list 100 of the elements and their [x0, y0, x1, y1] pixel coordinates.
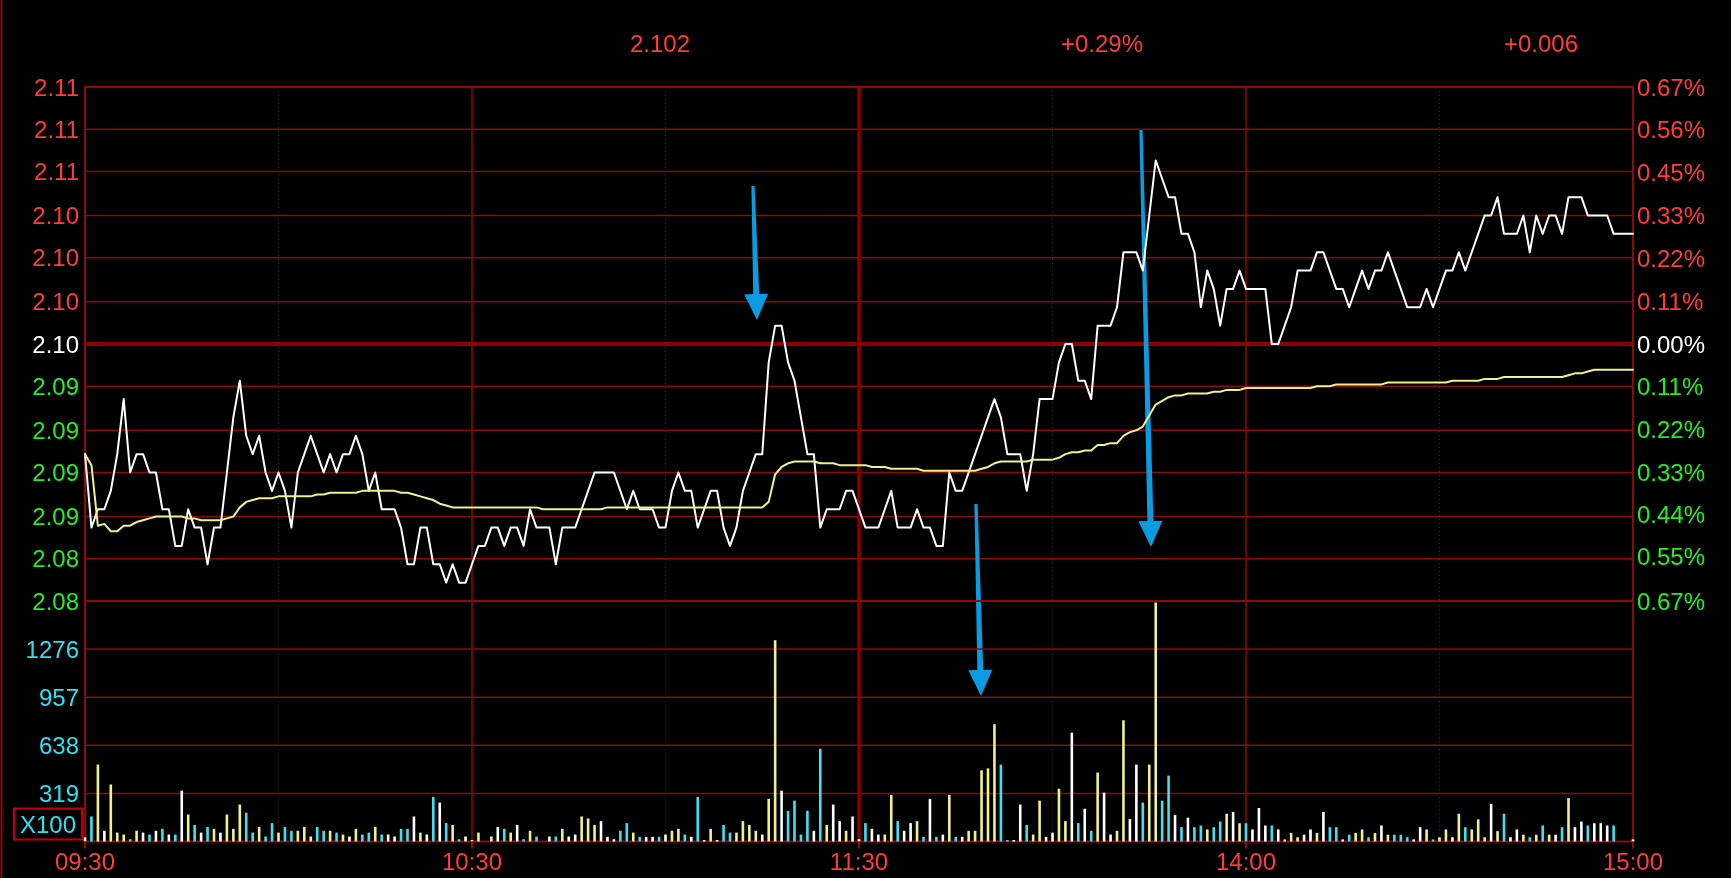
y-axis-title: X100 — [19, 810, 77, 838]
bar — [1431, 839, 1435, 842]
bar — [760, 834, 764, 842]
bar — [1554, 834, 1557, 842]
bar — [438, 802, 442, 842]
y2-tick-label: 0.33% — [1637, 202, 1706, 229]
bar — [948, 794, 951, 842]
bar — [690, 836, 693, 842]
bar — [535, 836, 538, 842]
bar — [148, 834, 151, 842]
bar — [244, 812, 248, 842]
bar — [1135, 764, 1138, 842]
y-tick-label: 2.11 — [34, 157, 79, 185]
bar — [1154, 602, 1157, 842]
bar — [1096, 772, 1099, 842]
bar — [677, 828, 680, 842]
bar — [922, 836, 925, 842]
y2-tick-label: 0.67% — [1637, 73, 1706, 101]
bar — [619, 830, 622, 842]
bar — [748, 824, 751, 842]
bar — [180, 790, 184, 842]
bar — [780, 790, 783, 842]
y-tick-label: 2.09 — [32, 416, 79, 444]
bar — [709, 828, 712, 842]
bar — [561, 828, 564, 842]
bar — [1522, 834, 1525, 842]
bar — [1476, 819, 1480, 842]
bar — [393, 836, 396, 842]
bar — [186, 814, 190, 842]
bar — [593, 824, 596, 842]
bar — [174, 834, 177, 842]
bar — [612, 839, 616, 842]
bar — [864, 823, 867, 842]
bar — [348, 836, 351, 842]
bar — [806, 810, 809, 842]
y-tick-label: 2.09 — [32, 372, 79, 400]
bar — [1393, 834, 1396, 842]
y2-tick-label: 0.22% — [1637, 244, 1706, 272]
bar — [406, 828, 409, 842]
bar — [419, 832, 422, 842]
bar — [277, 832, 280, 842]
bar — [1496, 831, 1499, 842]
bar — [83, 837, 87, 842]
text: +0.29% — [1060, 30, 1144, 57]
y2-tick-label: 0.67% — [1637, 587, 1706, 615]
bar — [1283, 839, 1286, 842]
bar — [857, 839, 861, 842]
bar — [1631, 839, 1635, 842]
bar — [135, 830, 138, 842]
bar — [1425, 829, 1428, 842]
bar — [819, 748, 822, 842]
bar — [264, 836, 267, 842]
bar — [825, 824, 829, 842]
bar — [128, 839, 132, 842]
bar — [722, 824, 725, 842]
bar — [548, 836, 551, 842]
bar — [606, 836, 609, 842]
bar — [309, 836, 313, 842]
bar — [1483, 837, 1486, 842]
bar — [1470, 829, 1474, 842]
bar — [1405, 837, 1409, 842]
bar — [1083, 808, 1087, 842]
bar — [1051, 832, 1054, 842]
bar — [851, 816, 854, 842]
bar — [1309, 829, 1312, 842]
bar — [315, 826, 319, 842]
y2-tick-label: 0.55% — [1637, 543, 1706, 571]
bar — [490, 836, 493, 842]
bar — [1193, 827, 1196, 842]
bar — [90, 816, 93, 842]
bar — [1225, 813, 1228, 842]
bar — [1167, 775, 1170, 842]
y2-tick-label: 0.22% — [1637, 416, 1706, 444]
bar — [980, 770, 983, 842]
bar — [993, 724, 996, 842]
x-tick-label: 10:30 — [441, 847, 503, 875]
bar — [303, 826, 306, 842]
bar — [444, 823, 448, 842]
bar — [631, 832, 635, 842]
bar — [1367, 837, 1370, 842]
bar — [1122, 720, 1125, 842]
y-tick-label: 319 — [38, 779, 79, 807]
x-tick-label: 14:00 — [1215, 847, 1277, 875]
bar — [1322, 811, 1325, 842]
bar — [509, 832, 512, 842]
bar — [664, 834, 667, 842]
bar — [1451, 837, 1454, 842]
y-tick-label: 2.10 — [32, 202, 79, 229]
bar — [1109, 834, 1112, 842]
bar — [1025, 824, 1028, 842]
y2-tick-label: 0.45% — [1637, 159, 1706, 187]
bar — [1077, 823, 1080, 842]
bar — [1264, 825, 1267, 842]
bar — [361, 834, 364, 842]
bar — [219, 832, 222, 842]
bar — [1251, 829, 1254, 842]
y-tick-label: 2.08 — [32, 545, 79, 573]
bar — [1605, 825, 1609, 842]
y-tick-label: 2.11 — [34, 73, 79, 101]
bar — [1089, 830, 1093, 842]
